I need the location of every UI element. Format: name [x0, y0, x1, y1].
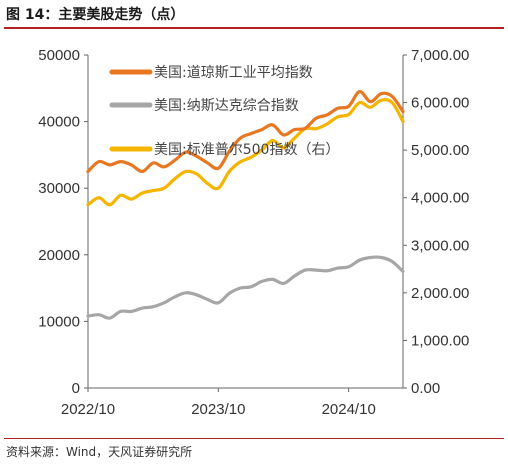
y-right-tick-label: 6,000.00	[411, 95, 469, 112]
y-left-tick-label: 40000	[38, 114, 80, 131]
source-divider	[4, 438, 504, 439]
y-left-tick-label: 50000	[38, 47, 80, 64]
figure-title: 图 14：主要美股走势（点）	[6, 7, 185, 23]
legend-label: 美国:纳斯达克综合指数	[154, 98, 299, 114]
y-right-tick-label: 0.00	[411, 380, 440, 397]
y-right-tick-label: 5,000.00	[411, 142, 469, 159]
x-tick-label: 2023/10	[191, 401, 245, 418]
y-left-tick-label: 30000	[38, 180, 80, 197]
y-left-tick-label: 10000	[38, 313, 80, 330]
x-tick-label: 2024/10	[322, 401, 376, 418]
series-line	[86, 255, 405, 320]
y-left-tick-label: 0	[72, 380, 80, 397]
x-tick-label: 2022/10	[61, 401, 115, 418]
y-right-tick-label: 4,000.00	[411, 190, 469, 207]
y-right-tick-label: 2,000.00	[411, 285, 469, 302]
y-right-tick-label: 7,000.00	[411, 47, 469, 64]
y-right-tick-label: 1,000.00	[411, 332, 469, 349]
y-right-tick-label: 3,000.00	[411, 237, 469, 254]
title-divider	[4, 27, 504, 29]
y-left-tick-label: 20000	[38, 247, 80, 264]
chart-series	[86, 90, 405, 320]
chart-axes: 0 10000 20000 30000 40000 50000 0.00 1,000.00 2,…	[38, 47, 469, 418]
legend-label: 美国:道琼斯工业平均指数	[154, 65, 313, 81]
source-note: 资料来源：Wind，天风证券研究所	[6, 445, 193, 459]
legend-label: 美国:标准普尔500指数（右）	[154, 142, 339, 158]
series-line	[86, 90, 405, 174]
series-line	[86, 98, 405, 207]
